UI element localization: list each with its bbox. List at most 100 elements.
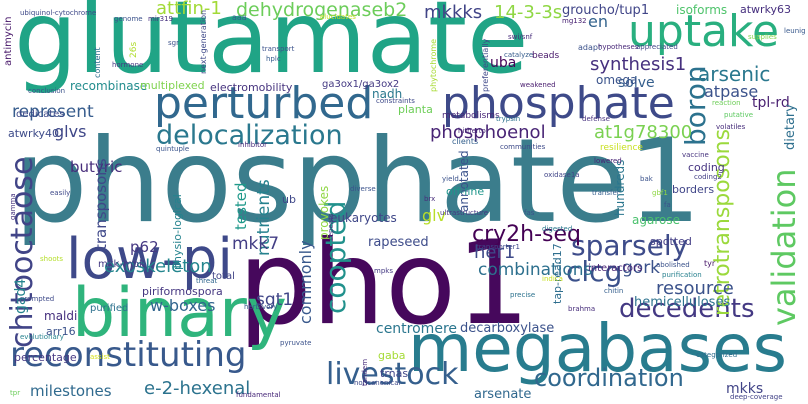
word: hplc — [266, 55, 281, 63]
word: groucho/tup1 — [562, 3, 650, 18]
word: hundreds — [613, 159, 627, 216]
word: hitherto — [458, 127, 486, 135]
word: sgr — [168, 39, 179, 47]
word: appreciated — [636, 43, 678, 51]
word: hormone — [112, 61, 144, 69]
word: dehydrogenaseb2 — [236, 0, 408, 21]
word: fas — [524, 209, 535, 217]
word: gbf1 — [652, 189, 668, 197]
word: chitooctaose — [5, 156, 40, 348]
word: milestones — [30, 382, 112, 400]
word: binary — [72, 274, 288, 353]
word: tyr — [704, 259, 716, 268]
word: preferentially — [481, 38, 490, 92]
word: communities — [500, 143, 546, 151]
word: validation — [765, 168, 803, 326]
word: metabolisms — [442, 111, 500, 121]
word: supplies — [748, 33, 777, 41]
word: prompted — [20, 295, 55, 303]
word: gamma — [9, 193, 17, 220]
word: coding — [688, 161, 725, 174]
word: borders — [672, 183, 715, 196]
word: gaba — [378, 349, 406, 362]
word: synthesis1 — [590, 54, 687, 75]
word: brahma — [568, 305, 596, 313]
word: dietary — [783, 104, 798, 150]
word: ga3ox1/ga3ox2 — [322, 79, 400, 90]
word: cry2h-seq — [472, 222, 582, 247]
word: phosphoenol — [430, 122, 546, 143]
word: content — [93, 47, 102, 78]
word: p62 — [130, 238, 159, 256]
word: represent — [12, 102, 94, 122]
word: genome — [114, 15, 143, 23]
word: oxidase1a — [544, 171, 580, 179]
word: lowered — [594, 157, 622, 165]
word: glutamate — [14, 0, 529, 96]
word: quintuple — [156, 145, 190, 153]
word: yield — [442, 175, 459, 183]
word: hemicelluloses — [634, 295, 731, 310]
word: noncanonical — [354, 379, 401, 387]
word: deep-coverage — [730, 393, 783, 401]
word: decarboxylase — [460, 321, 555, 336]
word: percentage — [14, 351, 77, 364]
word: recombinase — [70, 79, 148, 93]
word: maldi — [44, 309, 78, 323]
word: ub — [282, 193, 296, 206]
word: evolutionary — [20, 333, 64, 341]
word: repeats — [327, 213, 335, 240]
word: planta — [398, 103, 433, 116]
word: glv — [422, 206, 447, 225]
word: nadh — [372, 87, 403, 101]
word: precise — [510, 291, 536, 299]
word: isoforms — [676, 3, 728, 17]
word: decedents — [619, 294, 755, 324]
word: exoskeleton — [104, 256, 212, 277]
word: trnas — [380, 367, 409, 380]
word: e-2-hexenal — [144, 378, 251, 399]
word: fa — [664, 201, 671, 209]
word: purification — [662, 271, 702, 279]
word: chitin — [604, 287, 624, 295]
word: phosphate1 — [14, 114, 702, 249]
word: atpase — [704, 82, 759, 101]
word: spotted — [650, 235, 692, 248]
word: trypsin — [496, 115, 521, 123]
word: agarose — [632, 213, 680, 227]
word: perturbed — [154, 78, 374, 129]
word: swi/snf — [508, 33, 533, 41]
word: solve — [618, 75, 655, 91]
word: pyruvate — [280, 339, 312, 347]
word: eukaryotes — [330, 211, 397, 225]
word: catalyze — [504, 51, 534, 59]
word: tpr — [10, 389, 21, 397]
word: mg132 — [562, 17, 587, 25]
word: megabases — [408, 310, 787, 387]
word: leunig — [784, 27, 806, 35]
word: butyric — [70, 158, 123, 176]
word: uba — [490, 55, 517, 71]
word: atwrky40 — [8, 127, 60, 140]
word: weakened — [520, 81, 556, 89]
word: assist — [90, 353, 110, 361]
word: tested — [232, 182, 250, 230]
word: sgt1 — [256, 290, 294, 310]
word: hypotheses — [598, 43, 639, 51]
word: antimycin — [3, 16, 14, 66]
word: constraints — [376, 97, 415, 105]
word: clients — [452, 137, 479, 146]
word: putative — [724, 111, 754, 119]
word: atwrky63 — [740, 3, 792, 16]
word: gork — [622, 258, 661, 278]
word: attfin-1 — [156, 0, 222, 19]
word: electromobility — [210, 81, 293, 94]
word: mkk-mpk — [98, 259, 145, 270]
word: at1g78300 — [594, 122, 693, 143]
word: w-boxes — [150, 296, 216, 315]
word: elucidates — [320, 13, 356, 21]
word: 26s — [129, 41, 139, 58]
word: mir319 — [148, 15, 174, 23]
word: adapt — [578, 43, 602, 52]
